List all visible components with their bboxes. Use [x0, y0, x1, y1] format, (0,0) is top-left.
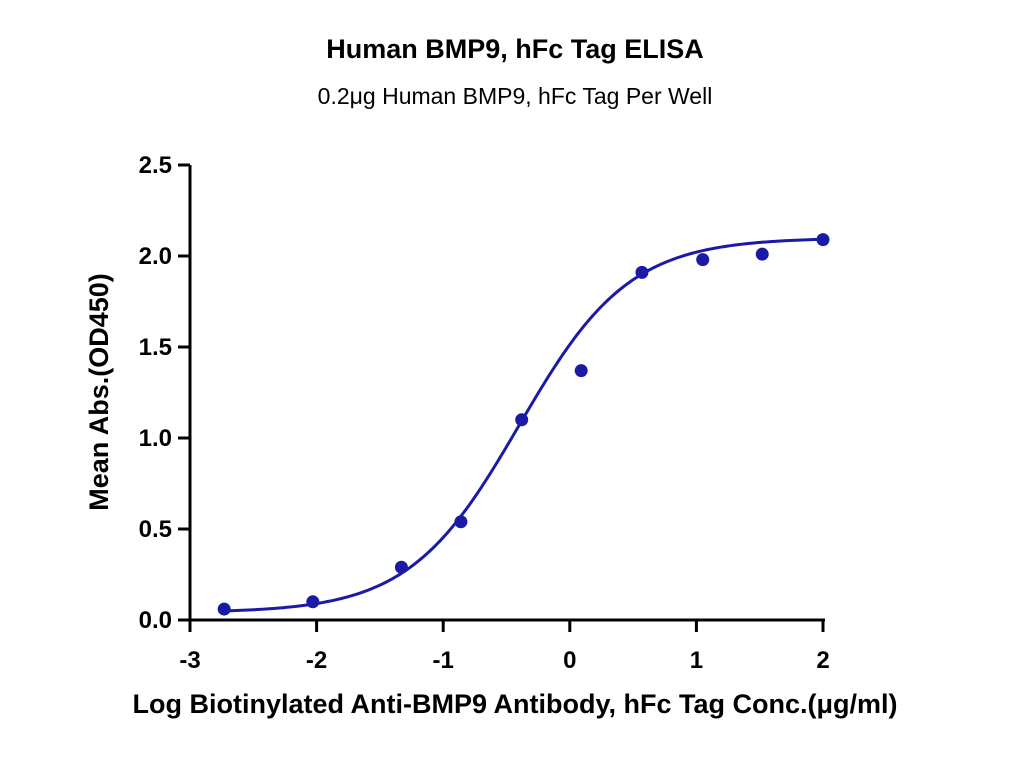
- x-tick-label: -1: [433, 647, 454, 674]
- data-point: [306, 595, 320, 609]
- data-points-layer: [217, 233, 830, 616]
- x-tick-label: 1: [690, 647, 703, 674]
- y-tick-label: 0.0: [139, 607, 172, 634]
- x-tick-label: 2: [816, 647, 829, 674]
- x-axis-title: Log Biotinylated Anti-BMP9 Antibody, hFc…: [133, 689, 898, 719]
- x-tick-label: 0: [563, 647, 576, 674]
- data-point: [217, 602, 231, 616]
- axes: [188, 165, 825, 622]
- data-point: [515, 413, 529, 427]
- x-tick-label: -2: [306, 647, 327, 674]
- data-point: [454, 515, 468, 529]
- data-point: [816, 233, 830, 247]
- chart-title: Human BMP9, hFc Tag ELISA: [326, 34, 704, 64]
- y-tick-label: 0.5: [139, 516, 172, 543]
- data-point: [394, 560, 408, 574]
- x-tick-label: -3: [179, 647, 200, 674]
- ticks: 0.0 0.5 1.0 1.5 2.0 2.5 -3 -2 -1 0 1 2: [139, 152, 830, 674]
- data-point: [635, 265, 649, 279]
- chart-subtitle: 0.2μg Human BMP9, hFc Tag Per Well: [317, 83, 713, 109]
- y-tick-label: 2.5: [139, 152, 172, 179]
- y-tick-label: 1.0: [139, 425, 172, 452]
- y-tick-label: 2.0: [139, 243, 172, 270]
- y-axis-title: Mean Abs.(OD450): [84, 273, 114, 511]
- data-point: [755, 247, 769, 261]
- data-point: [696, 253, 710, 267]
- data-point: [574, 364, 588, 378]
- y-tick-label: 1.5: [139, 334, 172, 361]
